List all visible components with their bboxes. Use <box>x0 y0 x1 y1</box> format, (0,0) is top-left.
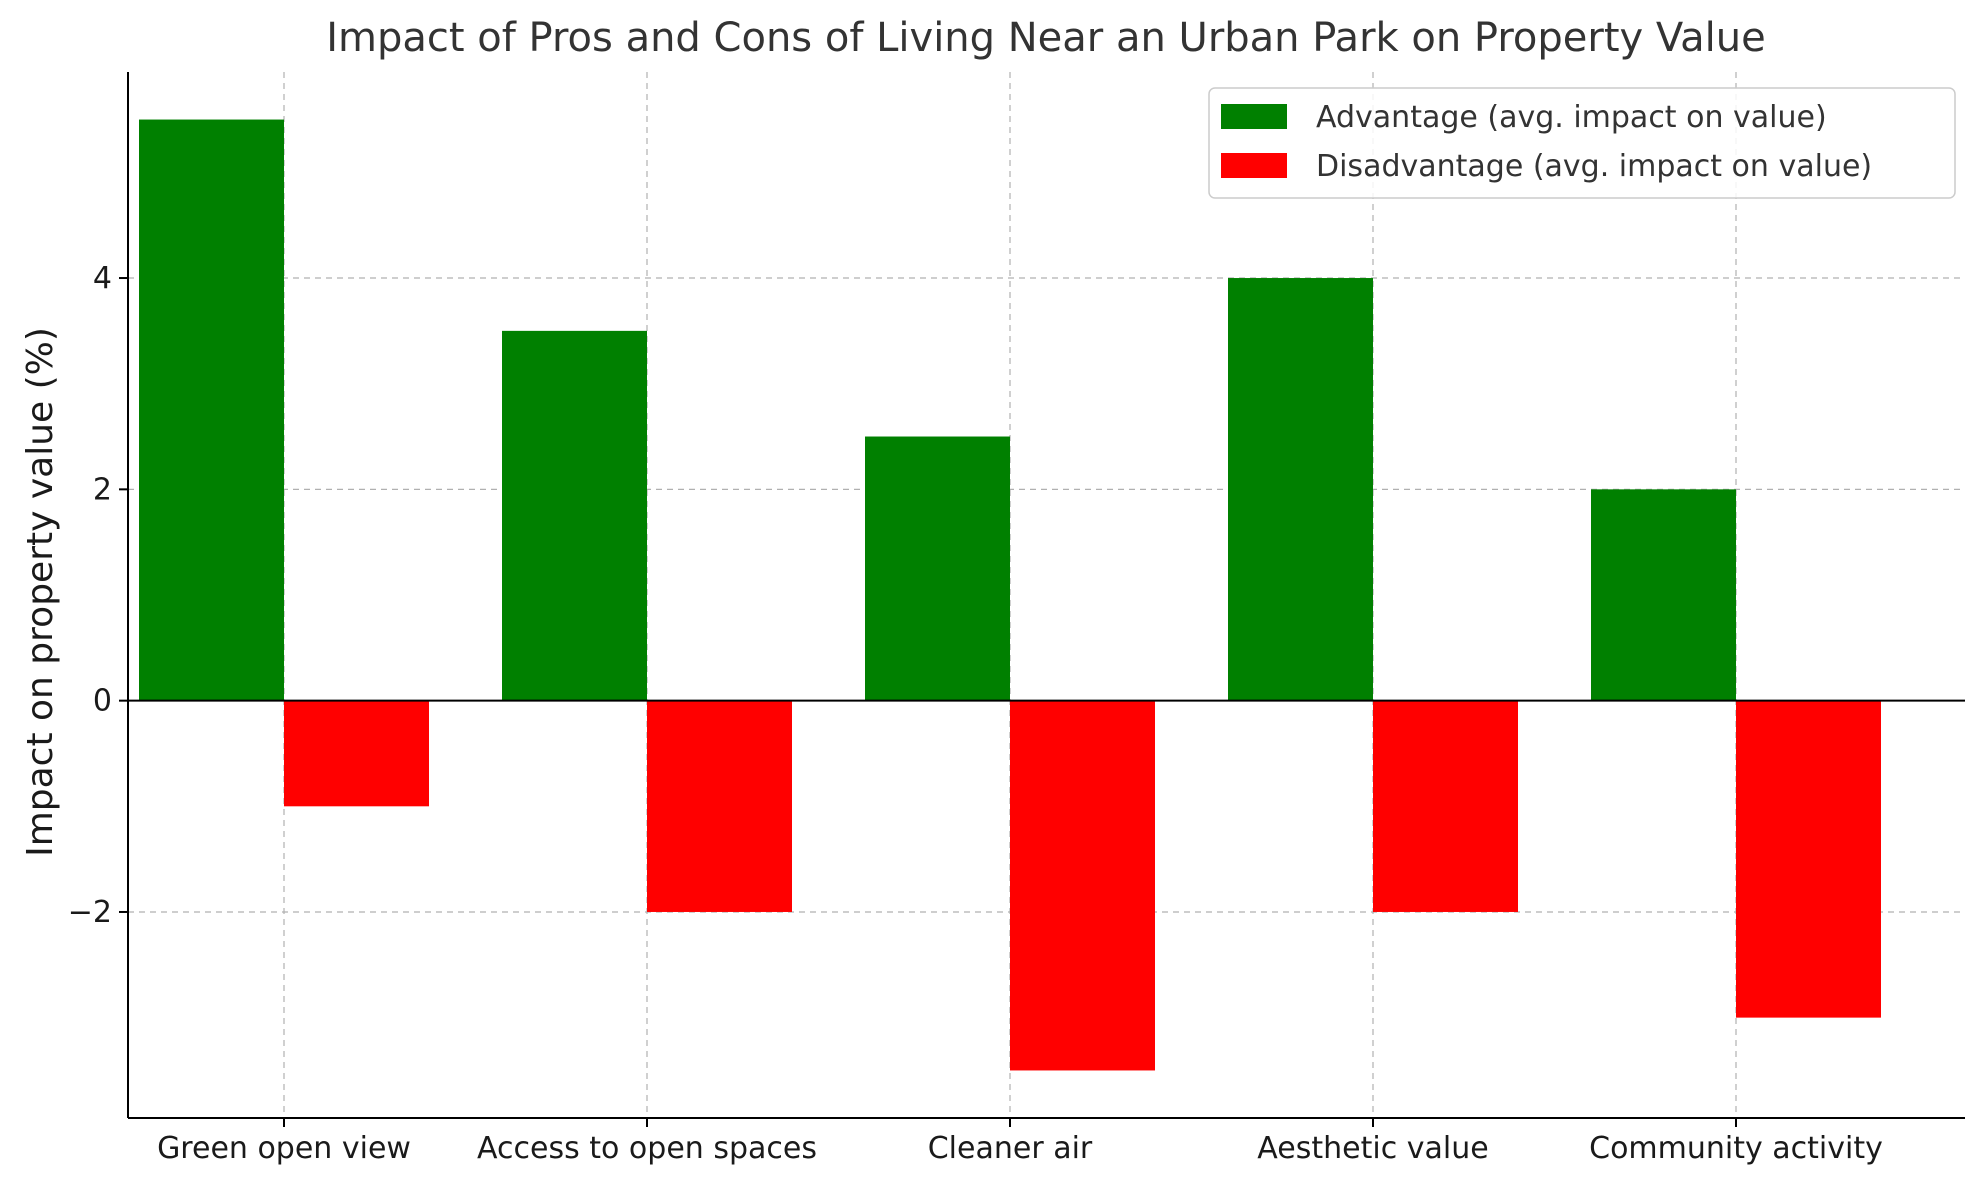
tick-labels: −2 0 2 4 Green open view Access to open space… <box>68 261 1883 1166</box>
y-tick-label: −2 <box>68 895 112 930</box>
advantage-bar-4 <box>1591 489 1736 701</box>
y-axis-label: Impact on property value (%) <box>20 327 61 857</box>
legend-label-advantage: Advantage (avg. impact on value) <box>1316 100 1827 135</box>
legend-box <box>1208 87 1956 199</box>
x-tick-label: Community activity <box>1589 1131 1883 1166</box>
legend: Advantage (avg. impact on value) Disadvan… <box>1208 87 1956 199</box>
y-tick-label: 4 <box>93 261 112 296</box>
x-tick-label: Aesthetic value <box>1257 1131 1488 1166</box>
chart-title: Impact of Pros and Cons of Living Near a… <box>326 15 1766 61</box>
advantage-bar-1 <box>502 330 647 701</box>
y-tick-label: 0 <box>93 684 112 719</box>
advantage-bar-0 <box>139 119 284 701</box>
legend-swatch-advantage <box>1221 104 1287 129</box>
advantage-bar-2 <box>865 436 1010 701</box>
disadvantage-bar-3 <box>1373 700 1518 912</box>
x-tick-label: Access to open spaces <box>477 1131 817 1166</box>
disadvantage-bar-2 <box>1010 700 1155 1071</box>
bars <box>139 119 1881 1071</box>
legend-label-disadvantage: Disadvantage (avg. impact on value) <box>1316 149 1872 184</box>
advantage-bar-3 <box>1228 278 1373 701</box>
y-tick-label: 2 <box>93 472 112 507</box>
disadvantage-bar-1 <box>647 700 792 912</box>
disadvantage-bar-0 <box>284 700 429 807</box>
legend-swatch-disadvantage <box>1221 153 1287 178</box>
x-tick-label: Green open view <box>157 1131 411 1166</box>
axes <box>127 72 1965 1119</box>
x-tick-label: Cleaner air <box>928 1131 1093 1166</box>
disadvantage-bar-4 <box>1736 700 1881 1018</box>
